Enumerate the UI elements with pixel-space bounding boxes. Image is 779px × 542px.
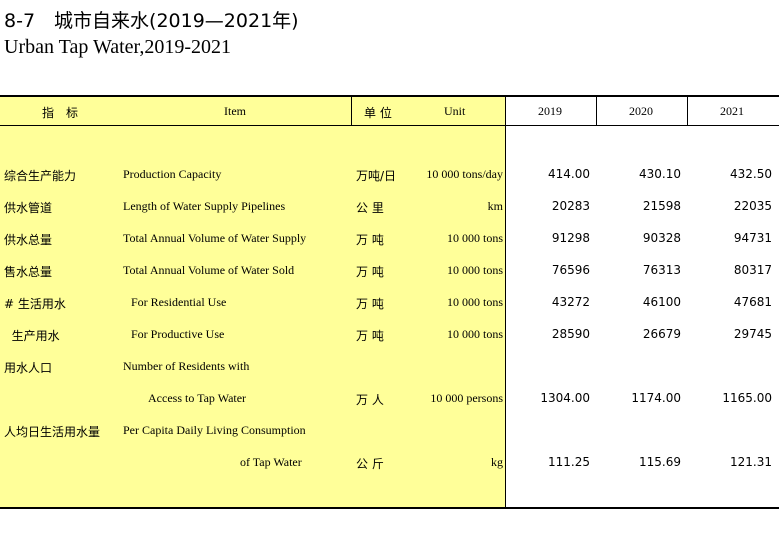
table-title-en: Urban Tap Water,2019-2021 (4, 36, 232, 58)
value-2021: 22035 (733, 199, 772, 213)
row-label-en: Total Annual Volume of Water Sold (123, 263, 295, 277)
table-row: Access to Tap Water 万 人 10 000 persons 1… (0, 391, 779, 411)
row-unit-en: 10 000 persons (430, 391, 503, 405)
header-divider (596, 96, 597, 126)
row-unit-cn: 公 里 (356, 201, 384, 215)
row-label-cn: 售水总量 (4, 265, 53, 279)
row-unit-cn: 万 吨 (356, 233, 384, 247)
indicator-column-background (0, 96, 505, 508)
table-row: 生产用水 For Productive Use 万 吨 10 000 tons … (0, 327, 779, 347)
row-unit-en: 10 000 tons (446, 231, 503, 245)
row-label-en: Per Capita Daily Living Consumption (123, 423, 306, 437)
header-unit-cn: 单 位 (364, 106, 392, 120)
value-2019: 111.25 (548, 455, 590, 469)
row-label-en: For Residential Use (131, 295, 227, 309)
row-unit-en: 10 000 tons (446, 263, 503, 277)
row-unit-en: 10 000 tons (446, 327, 503, 341)
value-2019: 91298 (551, 231, 590, 245)
value-2020: 21598 (642, 199, 681, 213)
header-year-2019: 2019 (538, 104, 562, 118)
value-2021: 29745 (733, 327, 772, 341)
row-label-en-continued: Access to Tap Water (148, 391, 247, 405)
table-row: 用水人口 Number of Residents with (0, 359, 779, 379)
row-unit-en: 10 000 tons (446, 295, 503, 309)
row-label-en-continued: of Tap Water (240, 455, 302, 469)
value-2019: 1304.00 (540, 391, 590, 405)
row-unit-en: kg (491, 455, 503, 469)
row-unit-cn: 万 吨 (356, 265, 384, 279)
table-row: 售水总量 Total Annual Volume of Water Sold 万… (0, 263, 779, 283)
value-2020: 115.69 (639, 455, 681, 469)
value-2019: 28590 (551, 327, 590, 341)
row-label-cn: 综合生产能力 (4, 169, 77, 183)
row-label-en: Production Capacity (123, 167, 222, 181)
row-label-en: Number of Residents with (123, 359, 250, 373)
row-label-cn: 供水管道 (4, 201, 53, 215)
value-2021: 47681 (733, 295, 772, 309)
row-unit-cn: 万吨/日 (356, 169, 397, 183)
value-2020: 430.10 (639, 167, 681, 181)
table-row: of Tap Water 公 斤 kg 111.25 115.69 121.31 (0, 455, 779, 475)
value-2020: 90328 (642, 231, 681, 245)
row-label-en: Length of Water Supply Pipelines (123, 199, 286, 213)
table-row: # 生活用水 For Residential Use 万 吨 10 000 to… (0, 295, 779, 315)
row-unit-cn: 万 人 (356, 393, 384, 407)
table-row: 人均日生活用水量 Per Capita Daily Living Consump… (0, 423, 779, 443)
value-2019: 20283 (551, 199, 590, 213)
row-label-cn: 生产用水 (4, 329, 60, 343)
row-label-en: For Productive Use (131, 327, 225, 341)
row-unit-en: km (487, 199, 503, 213)
header-divider (687, 96, 688, 126)
header-indicator-cn: 指 标 (42, 106, 79, 120)
header-item: Item (224, 104, 246, 118)
table-row: 综合生产能力 Production Capacity 万吨/日 10 000 t… (0, 167, 779, 187)
header-top-rule (0, 95, 779, 97)
row-unit-cn: 公 斤 (356, 457, 384, 471)
row-label-en: Total Annual Volume of Water Supply (123, 231, 307, 245)
row-label-cn: 人均日生活用水量 (4, 425, 101, 439)
table-row: 供水总量 Total Annual Volume of Water Supply… (0, 231, 779, 251)
row-label-cn: 用水人口 (4, 361, 53, 375)
header-unit-en: Unit (444, 104, 466, 118)
value-2021: 1165.00 (722, 391, 772, 405)
value-2021: 94731 (733, 231, 772, 245)
row-unit-cn: 万 吨 (356, 297, 384, 311)
header-year-2021: 2021 (720, 104, 744, 118)
value-2020: 76313 (642, 263, 681, 277)
value-2019: 76596 (551, 263, 590, 277)
table-row: 供水管道 Length of Water Supply Pipelines 公 … (0, 199, 779, 219)
value-2019: 414.00 (548, 167, 590, 181)
header-year-2020: 2020 (629, 104, 653, 118)
value-2020: 26679 (642, 327, 681, 341)
value-2021: 80317 (733, 263, 772, 277)
row-label-cn: 供水总量 (4, 233, 53, 247)
column-divider (505, 96, 506, 508)
value-2020: 1174.00 (631, 391, 681, 405)
value-2021: 432.50 (730, 167, 772, 181)
value-2021: 121.31 (730, 455, 772, 469)
row-unit-en: 10 000 tons/day (426, 167, 503, 181)
value-2020: 46100 (642, 295, 681, 309)
row-unit-cn: 万 吨 (356, 329, 384, 343)
row-label-cn: # 生活用水 (4, 297, 66, 311)
table-title-cn: 8-7 城市自来水(2019—2021年) (4, 10, 299, 32)
value-2019: 43272 (551, 295, 590, 309)
header-divider (351, 96, 352, 126)
table-bottom-rule (0, 507, 779, 509)
header-bottom-rule (0, 125, 779, 126)
